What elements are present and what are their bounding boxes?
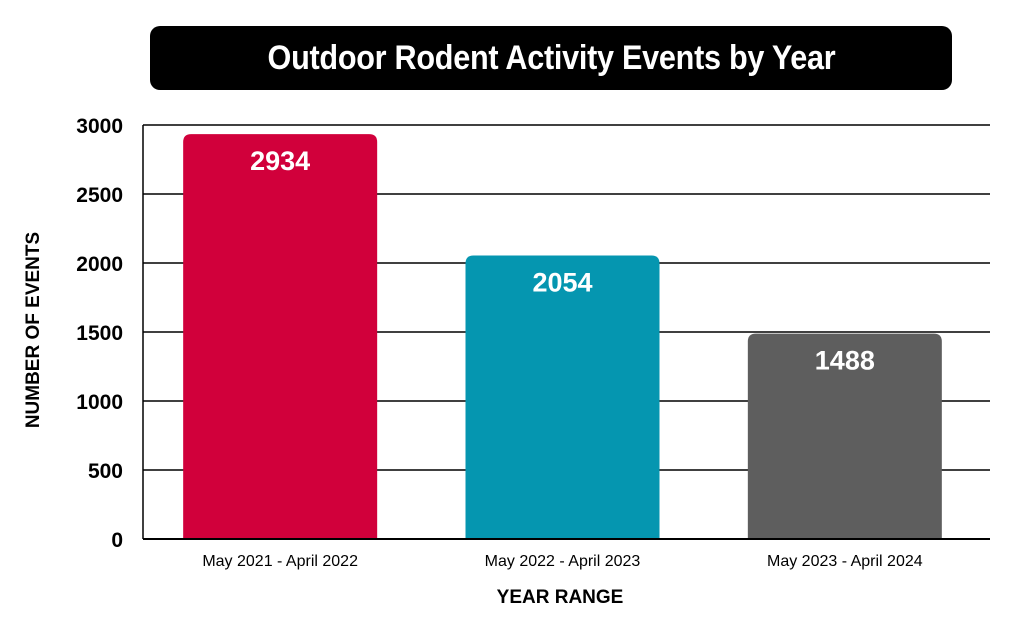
x-tick-label: May 2021 - April 2022 xyxy=(202,553,358,570)
bar-value-label: 2934 xyxy=(250,146,310,176)
chart-title-bar: Outdoor Rodent Activity Events by Year xyxy=(150,26,952,90)
x-tick-label: May 2023 - April 2024 xyxy=(767,553,923,570)
y-axis-label: NUMBER OF EVENTS xyxy=(23,231,44,429)
bar xyxy=(183,134,378,539)
bar-value-label: 1488 xyxy=(815,346,875,376)
y-tick-label: 3000 xyxy=(76,115,123,138)
chart-title: Outdoor Rodent Activity Events by Year xyxy=(267,38,835,77)
bar xyxy=(747,333,942,539)
x-tick-label: May 2022 - April 2023 xyxy=(485,553,641,570)
y-tick-label: 500 xyxy=(88,460,123,483)
y-tick-label: 1000 xyxy=(76,391,123,414)
y-tick-label: 0 xyxy=(111,529,123,552)
y-tick-label: 1500 xyxy=(76,322,123,345)
bar xyxy=(465,255,660,539)
bar-value-label: 2054 xyxy=(532,268,592,298)
x-axis-label: YEAR RANGE xyxy=(496,587,624,608)
y-tick-label: 2500 xyxy=(76,184,123,207)
y-tick-label: 2000 xyxy=(76,253,123,276)
